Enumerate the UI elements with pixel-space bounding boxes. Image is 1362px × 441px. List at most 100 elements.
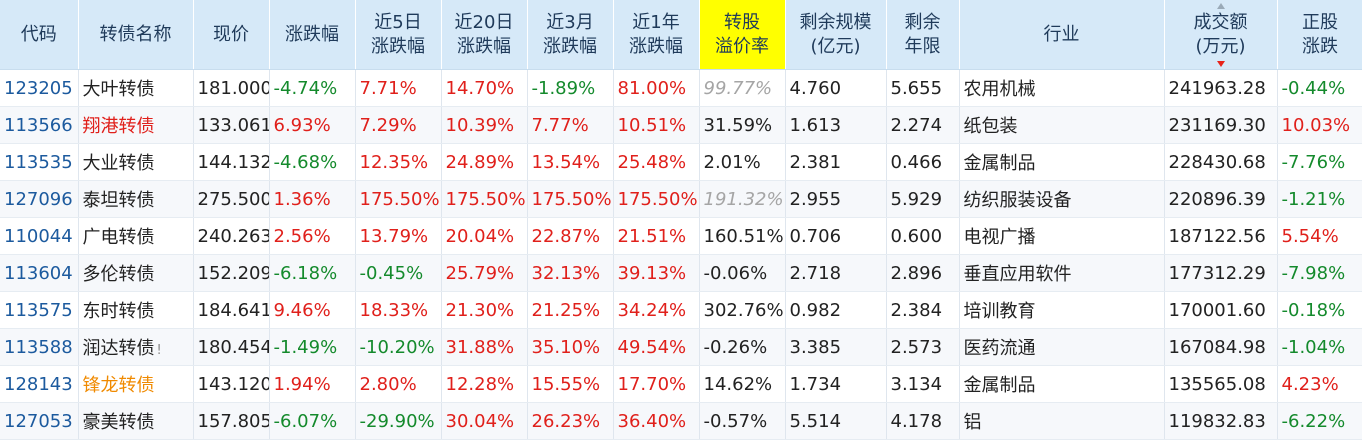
cell-change-1y: 49.54% [613, 328, 700, 366]
cell-turnover: 231169.30 [1164, 106, 1278, 144]
cell-code[interactable]: 123205 [0, 69, 79, 107]
cell-change-3m: 32.13% [527, 254, 614, 292]
cell-change: -4.68% [269, 143, 356, 181]
cell-change-3m: 7.77% [527, 106, 614, 144]
cell-conversion-premium: 191.32% [699, 180, 786, 218]
header-code[interactable]: 代码 [0, 0, 79, 70]
header-turnover[interactable]: 成交额 (万元) [1164, 0, 1278, 70]
cell-change: -6.07% [269, 402, 356, 440]
cell-industry: 纸包装 [959, 106, 1165, 144]
table-row[interactable]: 123205 大叶转债 181.000 -4.74% 7.71% 14.70% -1.89%… [0, 69, 1362, 107]
cell-code[interactable]: 113535 [0, 143, 79, 181]
cell-code[interactable]: 128143 [0, 365, 79, 403]
cell-remaining-years: 2.384 [886, 291, 960, 329]
header-remaining-years[interactable]: 剩余 年限 [886, 0, 960, 70]
table-row[interactable]: 113535 大业转债 144.132 -4.68% 12.35% 24.89% 13.54… [0, 143, 1362, 181]
header-name[interactable]: 转债名称 [78, 0, 194, 70]
cell-change-5d: -29.90% [355, 402, 442, 440]
cell-turnover: 177312.29 [1164, 254, 1278, 292]
table-row[interactable]: 113588 润达转债! 180.454 -1.49% -10.20% 31.88% 35.… [0, 328, 1362, 366]
cell-industry: 电视广播 [959, 217, 1165, 255]
cell-stock-change: 4.23% [1277, 365, 1362, 403]
cell-code[interactable]: 110044 [0, 217, 79, 255]
cell-industry: 金属制品 [959, 365, 1165, 403]
header-remaining-scale[interactable]: 剩余规模 (亿元) [785, 0, 887, 70]
cell-change-1y: 175.50% [613, 180, 700, 218]
header-stock-change[interactable]: 正股 涨跌 [1277, 0, 1362, 70]
header-change-20d[interactable]: 近20日 涨跌幅 [441, 0, 528, 70]
cell-name[interactable]: 豪美转债 [78, 402, 194, 440]
cell-name[interactable]: 润达转债! [78, 328, 194, 366]
cell-remaining-years: 3.134 [886, 365, 960, 403]
table-row[interactable]: 110044 广电转债 240.263 2.56% 13.79% 20.04% 22.87%… [0, 217, 1362, 255]
cell-name[interactable]: 大叶转债 [78, 69, 194, 107]
notice-flag-icon: ! [156, 343, 162, 358]
cell-turnover: 170001.60 [1164, 291, 1278, 329]
cell-change-5d: 12.35% [355, 143, 442, 181]
cell-remaining-scale: 1.734 [785, 365, 887, 403]
cell-turnover: 135565.08 [1164, 365, 1278, 403]
cell-change-1y: 36.40% [613, 402, 700, 440]
cell-change-20d: 175.50% [441, 180, 528, 218]
cell-price: 181.000 [193, 69, 270, 107]
table-row[interactable]: 128143 锋龙转债 143.120 1.94% 2.80% 12.28% 15.55% 1… [0, 365, 1362, 403]
cell-remaining-years: 0.600 [886, 217, 960, 255]
cell-price: 152.209 [193, 254, 270, 292]
sort-asc-icon[interactable] [1216, 3, 1225, 9]
table-row[interactable]: 113575 东时转债 184.641 9.46% 18.33% 21.30% 21.25%… [0, 291, 1362, 329]
sort-desc-icon[interactable] [1216, 61, 1225, 67]
cell-name[interactable]: 翔港转债 [78, 106, 194, 144]
cell-name[interactable]: 锋龙转债 [78, 365, 194, 403]
header-conversion-premium[interactable]: 转股 溢价率 [699, 0, 786, 70]
cell-remaining-scale: 0.706 [785, 217, 887, 255]
cell-change-20d: 12.28% [441, 365, 528, 403]
cell-change-20d: 30.04% [441, 402, 528, 440]
cell-stock-change: 5.54% [1277, 217, 1362, 255]
table-row[interactable]: 127053 豪美转债 157.805 -6.07% -29.90% 30.04% 26.2… [0, 402, 1362, 440]
cell-name[interactable]: 泰坦转债 [78, 180, 194, 218]
header-change[interactable]: 涨跌幅 [269, 0, 356, 70]
cell-turnover: 241963.28 [1164, 69, 1278, 107]
cell-change-1y: 25.48% [613, 143, 700, 181]
cell-code[interactable]: 127096 [0, 180, 79, 218]
cell-conversion-premium: 14.62% [699, 365, 786, 403]
table-row[interactable]: 113566 翔港转债 133.061 6.93% 7.29% 10.39% 7.77% 10… [0, 106, 1362, 144]
header-change-3m[interactable]: 近3月 涨跌幅 [527, 0, 614, 70]
header-change-5d[interactable]: 近5日 涨跌幅 [355, 0, 442, 70]
cell-conversion-premium: 302.76% [699, 291, 786, 329]
cell-change-3m: 21.25% [527, 291, 614, 329]
cell-code[interactable]: 113566 [0, 106, 79, 144]
cell-change-20d: 24.89% [441, 143, 528, 181]
cell-stock-change: -0.18% [1277, 291, 1362, 329]
cell-stock-change: -7.76% [1277, 143, 1362, 181]
cell-conversion-premium: -0.06% [699, 254, 786, 292]
cell-conversion-premium: 99.77% [699, 69, 786, 107]
table-row[interactable]: 127096 泰坦转债 275.500 1.36% 175.50% 175.50% 175.… [0, 180, 1362, 218]
cell-change-3m: 13.54% [527, 143, 614, 181]
header-price[interactable]: 现价 [193, 0, 270, 70]
cell-remaining-years: 2.274 [886, 106, 960, 144]
cell-turnover: 187122.56 [1164, 217, 1278, 255]
cell-name[interactable]: 东时转债 [78, 291, 194, 329]
header-industry[interactable]: 行业 [959, 0, 1165, 70]
cell-name[interactable]: 广电转债 [78, 217, 194, 255]
cell-remaining-years: 2.896 [886, 254, 960, 292]
cell-code[interactable]: 127053 [0, 402, 79, 440]
cell-code[interactable]: 113588 [0, 328, 79, 366]
cell-price: 180.454 [193, 328, 270, 366]
cell-remaining-scale: 2.718 [785, 254, 887, 292]
header-change-1y[interactable]: 近1年 涨跌幅 [613, 0, 700, 70]
cell-remaining-scale: 2.381 [785, 143, 887, 181]
cell-remaining-scale: 4.760 [785, 69, 887, 107]
cell-conversion-premium: 160.51% [699, 217, 786, 255]
cell-change-20d: 14.70% [441, 69, 528, 107]
cell-code[interactable]: 113575 [0, 291, 79, 329]
cell-remaining-years: 4.178 [886, 402, 960, 440]
cell-price: 240.263 [193, 217, 270, 255]
cell-name[interactable]: 多伦转债 [78, 254, 194, 292]
cell-code[interactable]: 113604 [0, 254, 79, 292]
cell-change-20d: 31.88% [441, 328, 528, 366]
cell-name[interactable]: 大业转债 [78, 143, 194, 181]
table-row[interactable]: 113604 多伦转债 152.209 -6.18% -0.45% 25.79% 32.13… [0, 254, 1362, 292]
cell-remaining-scale: 3.385 [785, 328, 887, 366]
